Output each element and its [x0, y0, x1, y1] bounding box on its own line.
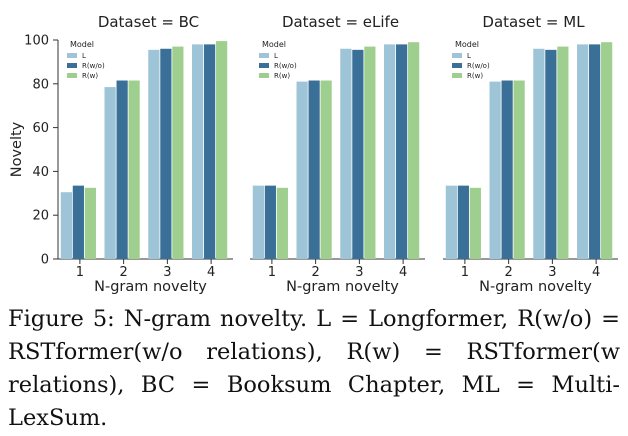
bar-L-2 [296, 81, 308, 259]
x-axis-label: N-gram novelty [479, 279, 592, 295]
bar-R(w/o)-2 [308, 80, 320, 259]
x-tick-label: 2 [119, 265, 127, 280]
bar-R(w/o)-3 [545, 49, 557, 260]
bar-R(w/o)-2 [116, 80, 128, 259]
bar-R(w/o)-1 [457, 185, 469, 259]
bar-R(w/o)-1 [72, 185, 84, 259]
panel-title: Dataset = ML [482, 13, 585, 31]
legend-swatch [67, 53, 77, 58]
x-tick-label: 3 [163, 265, 171, 280]
x-axis-label: N-gram novelty [286, 279, 399, 295]
bar-L-4 [384, 44, 396, 259]
y-tick-label: 40 [32, 165, 49, 180]
panel-title: Dataset = eLife [282, 13, 399, 31]
legend-label: R(w/o) [82, 62, 105, 70]
bar-R(w)-3 [557, 46, 569, 259]
x-axis-label: N-gram novelty [94, 279, 207, 295]
bar-R(w)-4 [601, 42, 613, 259]
bar-R(w)-3 [364, 46, 376, 259]
x-tick-label: 4 [207, 265, 215, 280]
x-tick-label: 4 [399, 265, 407, 280]
legend-label: R(w/o) [467, 62, 490, 70]
legend-label: L [82, 52, 86, 60]
bar-L-4 [192, 44, 204, 259]
legend-title: Model [455, 40, 479, 49]
panel-title: Dataset = BC [98, 13, 199, 31]
legend-swatch [452, 63, 462, 68]
x-tick-label: 3 [548, 265, 556, 280]
legend-label: R(w) [467, 72, 483, 80]
legend-swatch [67, 63, 77, 68]
legend-label: R(w) [82, 72, 98, 80]
bar-R(w)-3 [172, 46, 184, 259]
legend: Model L R(w/o) R(w) [452, 40, 490, 80]
y-tick-label: 60 [32, 121, 49, 136]
bar-R(w)-1 [469, 187, 481, 259]
bar-L-3 [340, 48, 352, 260]
bar-R(w)-1 [276, 187, 288, 259]
y-tick-label: 20 [32, 209, 49, 224]
bar-L-2 [489, 81, 501, 259]
legend-swatch [259, 53, 269, 58]
y-tick-label: 80 [32, 77, 49, 92]
x-tick-label: 1 [461, 265, 469, 280]
y-axis-label: Novelty [9, 121, 25, 177]
y-tick-label: 0 [41, 253, 49, 268]
legend-swatch [67, 73, 77, 78]
panel-1: Dataset = BC 0 20 40 60 80 100 Novelty 1 2 3 4N-gra… [9, 13, 233, 295]
x-tick-label: 3 [355, 265, 363, 280]
x-tick-label: 4 [592, 265, 600, 280]
legend-label: L [274, 52, 278, 60]
bar-L-1 [445, 185, 457, 259]
bar-L-3 [148, 49, 160, 260]
legend-title: Model [70, 40, 94, 49]
bar-R(w/o)-4 [589, 44, 601, 259]
panel-3: Dataset = ML 1 2 3 4N-gram novelty Model L R(w/… [443, 13, 618, 295]
bar-R(w/o)-2 [501, 80, 513, 259]
bar-L-3 [533, 48, 545, 260]
legend-swatch [452, 53, 462, 58]
legend-swatch [259, 63, 269, 68]
bar-L-2 [104, 87, 116, 260]
legend: Model L R(w/o) R(w) [259, 40, 297, 80]
x-tick-label: 1 [268, 265, 276, 280]
bar-L-1 [60, 192, 72, 259]
legend-label: R(w) [274, 72, 290, 80]
legend-swatch [259, 73, 269, 78]
x-tick-label: 2 [311, 265, 319, 280]
bar-R(w)-4 [216, 41, 228, 259]
legend-label: R(w/o) [274, 62, 297, 70]
x-tick-label: 2 [504, 265, 512, 280]
bar-L-4 [577, 44, 589, 259]
figure-caption: Figure 5: N-gram novelty. L = Longformer… [8, 306, 620, 431]
bar-R(w/o)-3 [160, 48, 172, 260]
bar-R(w/o)-4 [396, 44, 408, 259]
bar-R(w)-2 [128, 80, 140, 259]
legend: Model L R(w/o) R(w) [67, 40, 105, 80]
bar-L-1 [252, 185, 264, 259]
bar-R(w)-2 [320, 80, 332, 259]
legend-title: Model [262, 40, 286, 49]
y-tick-label: 100 [24, 34, 49, 49]
bar-R(w)-2 [513, 80, 525, 259]
bar-R(w/o)-3 [352, 49, 364, 260]
bar-R(w/o)-4 [204, 44, 216, 259]
bar-R(w)-1 [84, 187, 96, 259]
legend-swatch [452, 73, 462, 78]
bar-R(w)-4 [408, 42, 420, 259]
bar-R(w/o)-1 [264, 185, 276, 259]
x-tick-label: 1 [76, 265, 84, 280]
legend-label: L [467, 52, 471, 60]
